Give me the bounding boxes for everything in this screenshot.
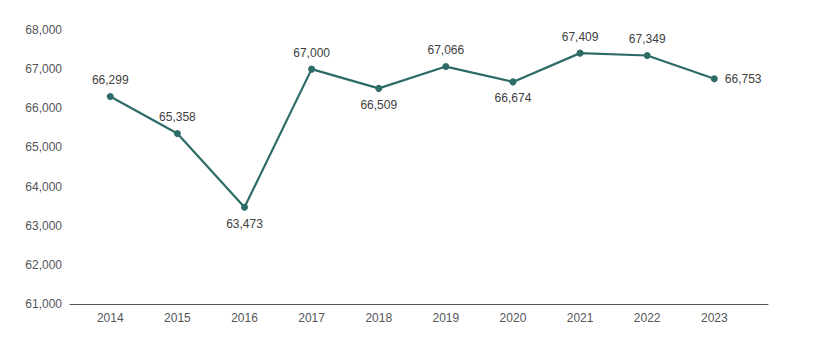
svg-text:2023: 2023 (701, 311, 728, 325)
svg-text:65,358: 65,358 (159, 110, 196, 124)
svg-text:2018: 2018 (365, 311, 392, 325)
svg-text:66,674: 66,674 (495, 91, 532, 105)
svg-text:67,409: 67,409 (562, 30, 599, 44)
svg-text:66,299: 66,299 (92, 73, 129, 87)
svg-text:67,000: 67,000 (25, 62, 62, 76)
svg-text:2016: 2016 (231, 311, 258, 325)
svg-text:66,509: 66,509 (360, 98, 397, 112)
svg-text:68,000: 68,000 (25, 23, 62, 37)
svg-text:61,000: 61,000 (25, 297, 62, 311)
svg-text:66,000: 66,000 (25, 101, 62, 115)
svg-text:2020: 2020 (500, 311, 527, 325)
svg-text:66,753: 66,753 (725, 72, 762, 86)
svg-text:2014: 2014 (97, 311, 124, 325)
svg-text:65,000: 65,000 (25, 140, 62, 154)
svg-text:2021: 2021 (567, 311, 594, 325)
svg-text:67,349: 67,349 (629, 32, 666, 46)
svg-text:63,000: 63,000 (25, 219, 62, 233)
svg-text:2022: 2022 (634, 311, 661, 325)
svg-text:62,000: 62,000 (25, 258, 62, 272)
svg-text:2017: 2017 (298, 311, 325, 325)
svg-text:2015: 2015 (164, 311, 191, 325)
svg-text:67,000: 67,000 (293, 46, 330, 60)
svg-text:67,066: 67,066 (427, 43, 464, 57)
svg-text:64,000: 64,000 (25, 180, 62, 194)
svg-text:63,473: 63,473 (226, 217, 263, 231)
svg-text:2019: 2019 (432, 311, 459, 325)
